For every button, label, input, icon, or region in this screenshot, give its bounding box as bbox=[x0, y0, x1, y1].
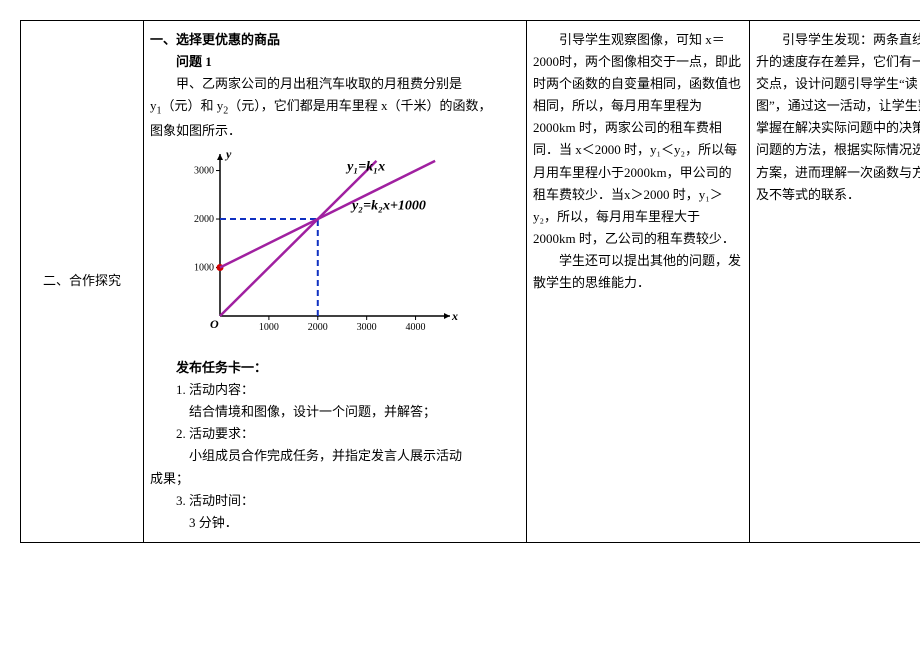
t2-body: 小组成员合作完成任务，并指定发言人展示活动 bbox=[150, 445, 520, 467]
svg-text:x: x bbox=[451, 309, 458, 323]
t1-body: 结合情境和图像，设计一个问题，并解答； bbox=[150, 401, 520, 423]
task-title: 发布任务卡一： bbox=[150, 357, 520, 379]
question-title: 问题 1 bbox=[150, 51, 520, 73]
svg-text:3000: 3000 bbox=[194, 166, 214, 177]
section-title: 一、选择更优惠的商品 bbox=[150, 32, 280, 47]
line-chart: 1000 2000 3000 4000 1000 2000 3000 Ox y y₁=k₁x y₂=… bbox=[180, 146, 460, 346]
q-line2-b: （元）和 y bbox=[162, 98, 224, 113]
t2-body2: 成果； bbox=[150, 471, 189, 486]
svg-text:2000: 2000 bbox=[194, 214, 214, 225]
q-line1: 甲、乙两家公司的月出租汽车收取的月租费分别是 bbox=[150, 73, 520, 95]
svg-text:1000: 1000 bbox=[194, 262, 214, 273]
t3: 3. 活动时间： bbox=[150, 490, 520, 512]
svg-text:2000: 2000 bbox=[308, 322, 328, 333]
lesson-table: 二、合作探究 一、选择更优惠的商品 问题 1 甲、乙两家公司的月出租汽车收取的月… bbox=[20, 20, 920, 543]
guidance-p2: 学生还可以提出其他的问题，发散学生的思维能力． bbox=[533, 250, 743, 294]
t1: 1. 活动内容： bbox=[150, 379, 520, 401]
t3-body: 3 分钟． bbox=[150, 512, 520, 534]
guidance-p1: 引导学生观察图像，可知 x＝2000时，两个图像相交于一点，即此时两个函数的自变… bbox=[533, 29, 743, 250]
svg-text:4000: 4000 bbox=[406, 322, 426, 333]
guidance-cell: 引导学生观察图像，可知 x＝2000时，两个图像相交于一点，即此时两个函数的自变… bbox=[527, 21, 750, 543]
svg-text:1000: 1000 bbox=[259, 322, 279, 333]
svg-text:y: y bbox=[224, 147, 232, 161]
chart-container: 1000 2000 3000 4000 1000 2000 3000 Ox y y₁=k₁x y₂=… bbox=[150, 142, 520, 357]
svg-text:3000: 3000 bbox=[357, 322, 377, 333]
stage-cell: 二、合作探究 bbox=[21, 21, 144, 543]
q-line2: y1（元）和 y2（元），它们都是用车里程 x（千米）的函数， bbox=[150, 98, 492, 113]
stage-title: 二、合作探究 bbox=[43, 273, 121, 288]
t2: 2. 活动要求： bbox=[150, 423, 520, 445]
svg-text:y₁=k₁x: y₁=k₁x bbox=[345, 160, 385, 175]
intent-cell: 引导学生发现：两条直线上升的速度存在差异，它们有一个交点，设计问题引导学生“读图… bbox=[750, 21, 920, 543]
intent-p1: 引导学生发现：两条直线上升的速度存在差异，它们有一个交点，设计问题引导学生“读图… bbox=[756, 29, 920, 206]
svg-text:O: O bbox=[210, 317, 219, 331]
content-cell: 一、选择更优惠的商品 问题 1 甲、乙两家公司的月出租汽车收取的月租费分别是 y… bbox=[144, 21, 527, 543]
q-line3: 图象如图所示． bbox=[150, 123, 241, 138]
svg-text:y₂=k₂x+1000: y₂=k₂x+1000 bbox=[350, 198, 426, 213]
q-line2-c: （元），它们都是用车里程 x（千米）的函数， bbox=[228, 98, 491, 113]
